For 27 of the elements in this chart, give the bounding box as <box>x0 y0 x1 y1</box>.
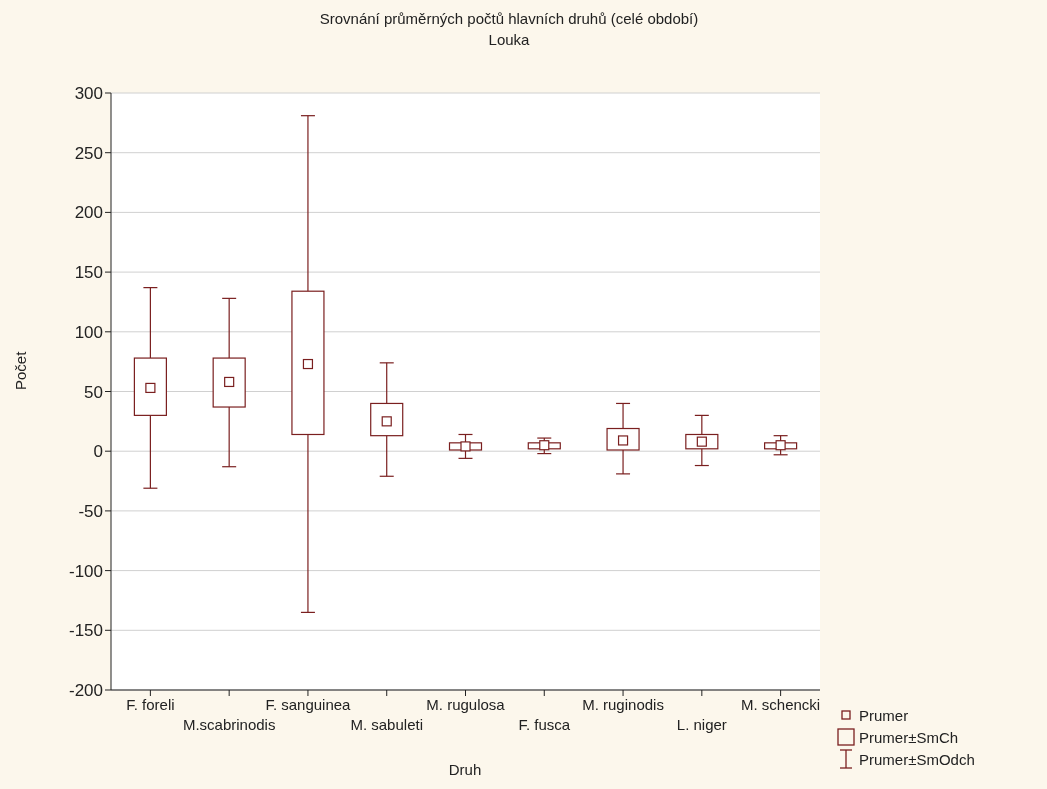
x-tick-label: L. niger <box>676 716 727 733</box>
y-tick-label: 150 <box>74 263 103 283</box>
x-tick-label: M. rugulosa <box>426 696 506 713</box>
x-tick-label: M. ruginodis <box>582 696 664 713</box>
y-tick-label: 200 <box>74 203 103 223</box>
y-tick-label: 50 <box>84 382 103 402</box>
x-tick-label: F. foreli <box>126 696 175 713</box>
x-tick-label: M.scabrinodis <box>182 716 276 733</box>
y-tick-label: -100 <box>68 561 103 581</box>
text: Prumer <box>859 706 909 724</box>
text: Prumer±SmCh <box>859 728 959 746</box>
x-tick-label: F. fusca <box>518 716 571 733</box>
y-tick-label: 100 <box>74 322 103 342</box>
chart-title: Srovnání průměrných počtů hlavních druhů (celé období) <box>318 10 700 27</box>
x-axis-title: Druh <box>447 761 483 778</box>
chart-subtitle: Louka <box>487 31 531 48</box>
y-tick-label: 300 <box>74 84 103 104</box>
y-tick-label: -50 <box>78 501 103 521</box>
y-tick-label: 250 <box>74 143 103 163</box>
y-axis-title: Počet <box>12 351 29 390</box>
y-tick-label: -200 <box>68 681 103 701</box>
y-tick-label: 0 <box>93 442 103 462</box>
y-tick-label: -150 <box>68 621 103 641</box>
x-tick-label: M. sabuleti <box>350 716 423 733</box>
text: Prumer±SmOdch <box>859 750 975 768</box>
x-tick-label: F. sanguinea <box>265 696 352 713</box>
x-tick-label: M. schencki <box>741 696 821 713</box>
